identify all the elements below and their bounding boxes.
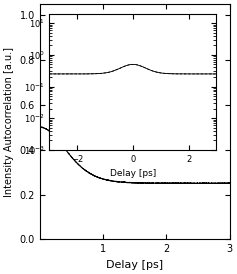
X-axis label: Delay [ps]: Delay [ps] (106, 260, 164, 270)
Y-axis label: Intensity Autocorrelation [a.u.]: Intensity Autocorrelation [a.u.] (4, 47, 14, 197)
